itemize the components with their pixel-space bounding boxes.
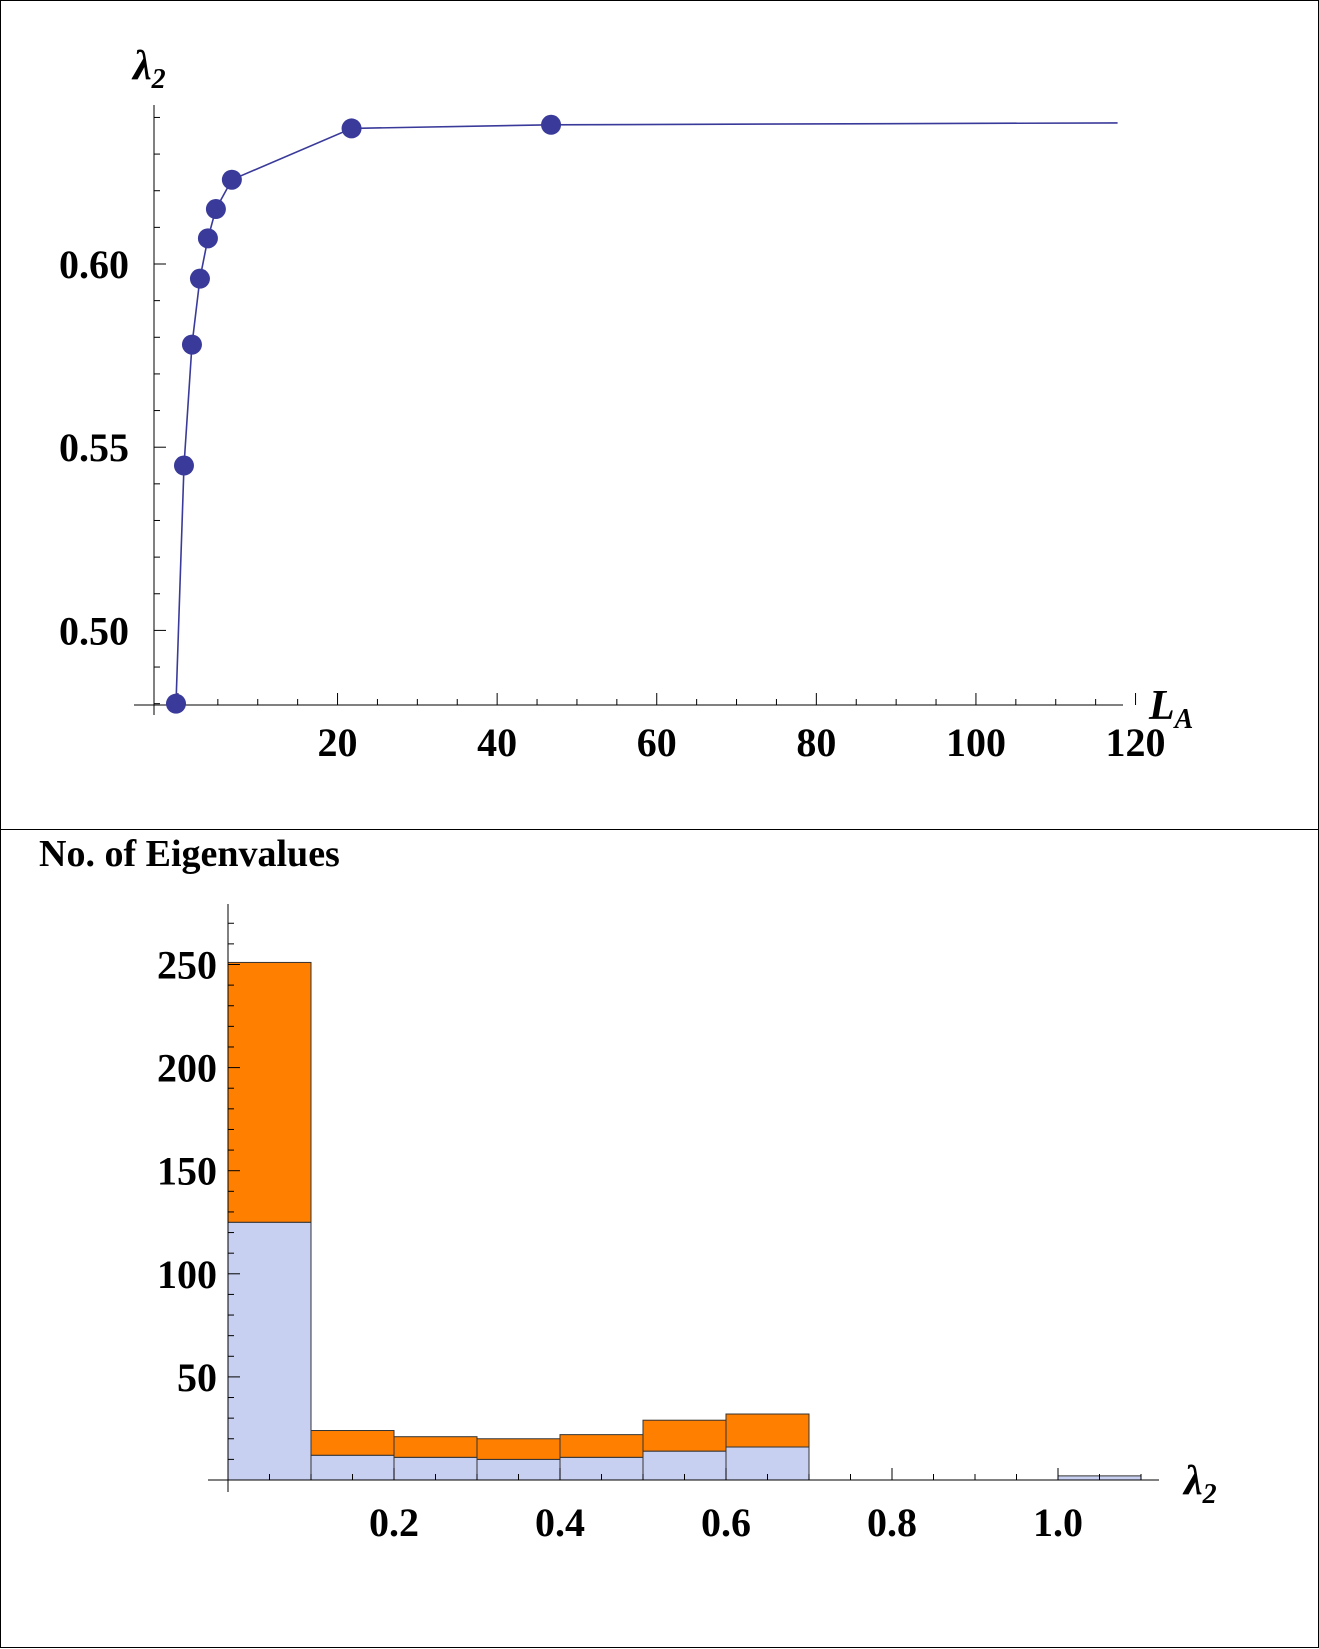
bar-upper-segment bbox=[227, 961, 312, 1223]
bar-upper-segment bbox=[310, 1430, 395, 1456]
line-chart: 20 40 60 80 100 120 0.50 0.55 0.60 λ2 LA bbox=[59, 43, 1193, 765]
axis-label-main: λ bbox=[131, 43, 152, 89]
data-point bbox=[341, 118, 362, 139]
x-tick-label: 40 bbox=[477, 720, 517, 765]
bar-upper-segment bbox=[476, 1438, 561, 1460]
x-axis-label: λ2 bbox=[1182, 1458, 1217, 1510]
data-point bbox=[181, 334, 202, 355]
x-tick-label: 0.6 bbox=[701, 1500, 751, 1545]
series-line bbox=[175, 122, 1118, 704]
data-point bbox=[541, 114, 562, 135]
bar-lower-segment bbox=[227, 1221, 312, 1481]
x-tick-label: 60 bbox=[637, 720, 677, 765]
axis-label-subscript: 2 bbox=[1202, 1479, 1217, 1510]
bar-upper-segment bbox=[393, 1436, 478, 1458]
histogram-chart: No. of Eigenvalues 0.2 0.4 0.6 0.8 1.0 50 100 15… bbox=[39, 833, 1217, 1545]
bar-lower-segment bbox=[1099, 1475, 1142, 1481]
y-tick-label: 0.55 bbox=[59, 425, 129, 470]
axis-label-main: λ bbox=[1182, 1458, 1203, 1504]
y-tick-label: 100 bbox=[157, 1252, 217, 1297]
x-tick-label: 100 bbox=[946, 720, 1006, 765]
x-tick-label: 0.2 bbox=[369, 1500, 419, 1545]
bar-upper-segment bbox=[642, 1419, 727, 1452]
y-tick-label: 150 bbox=[157, 1149, 217, 1194]
data-point bbox=[173, 455, 194, 476]
axis-label-subscript: 2 bbox=[151, 64, 166, 95]
y-axis-label: λ2 bbox=[131, 43, 166, 95]
x-tick-label: 120 bbox=[1106, 720, 1166, 765]
data-point bbox=[166, 693, 186, 714]
x-tick-label: 20 bbox=[318, 720, 358, 765]
x-tick-label: 1.0 bbox=[1033, 1500, 1083, 1545]
x-axis-label: LA bbox=[1148, 683, 1193, 735]
y-tick-label: 250 bbox=[157, 943, 217, 988]
bar-upper-segment bbox=[559, 1434, 644, 1458]
bar-upper-segment bbox=[725, 1413, 810, 1448]
data-point bbox=[221, 169, 242, 190]
y-tick-label: 0.60 bbox=[59, 242, 129, 287]
line-chart-panel: 20 40 60 80 100 120 0.50 0.55 0.60 λ2 LA bbox=[0, 0, 1319, 830]
data-point bbox=[189, 268, 210, 289]
x-tick-label: 0.4 bbox=[535, 1500, 585, 1545]
x-tick-label: 0.8 bbox=[867, 1500, 917, 1545]
bar-lower-segment bbox=[1057, 1475, 1100, 1481]
x-tick-label: 80 bbox=[796, 720, 836, 765]
y-tick-label: 200 bbox=[157, 1046, 217, 1091]
data-point bbox=[205, 199, 226, 220]
data-point bbox=[197, 228, 218, 249]
chart-title: No. of Eigenvalues bbox=[39, 833, 340, 875]
histogram-panel: No. of Eigenvalues 0.2 0.4 0.6 0.8 1.0 50 100 15… bbox=[0, 829, 1319, 1648]
y-tick-label: 0.50 bbox=[59, 608, 129, 653]
axis-label-subscript: A bbox=[1173, 704, 1194, 735]
y-tick-label: 50 bbox=[177, 1355, 217, 1400]
axis-label-main: L bbox=[1148, 683, 1175, 729]
